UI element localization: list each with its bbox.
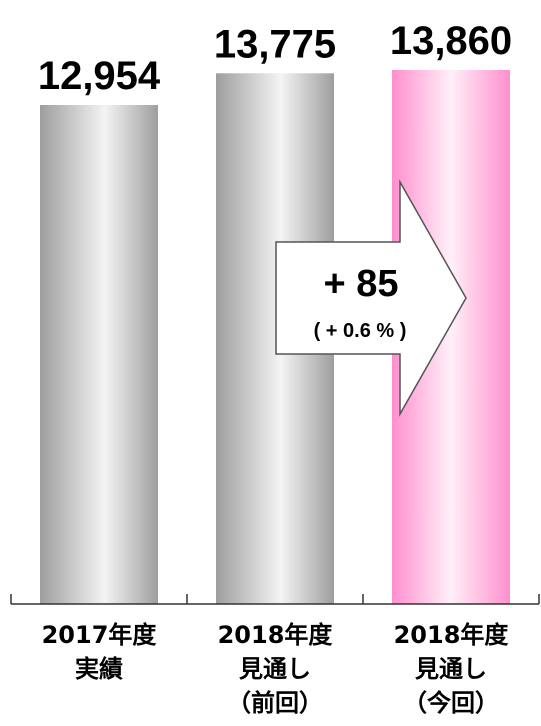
difference-arrow: + 85 ( + 0.6 % ) [275,179,467,417]
category-label-1-line-1: 2017年度 [42,621,158,649]
difference-percent: ( + 0.6 % ) [314,320,407,342]
value-labels: 12,954 13,775 13,860 [38,19,512,98]
category-label-3-line-2: 見通し [415,655,487,683]
category-label-2-line-1: 2018年度 [218,621,334,649]
value-label-1: 12,954 [38,54,161,98]
difference-arrow-shape [275,179,467,417]
difference-value: + 85 [323,263,398,305]
category-label-2-line-3: （前回） [227,689,323,717]
bar-1 [40,105,158,604]
category-label-2-line-2: 見通し [239,655,311,683]
category-label-3-line-1: 2018年度 [394,621,510,649]
category-label-1-line-2: 実績 [75,655,123,683]
x-axis [10,594,540,605]
category-label-3-line-3: （今回） [403,689,499,717]
value-label-2: 13,775 [214,22,336,66]
value-label-3: 13,860 [390,19,512,63]
